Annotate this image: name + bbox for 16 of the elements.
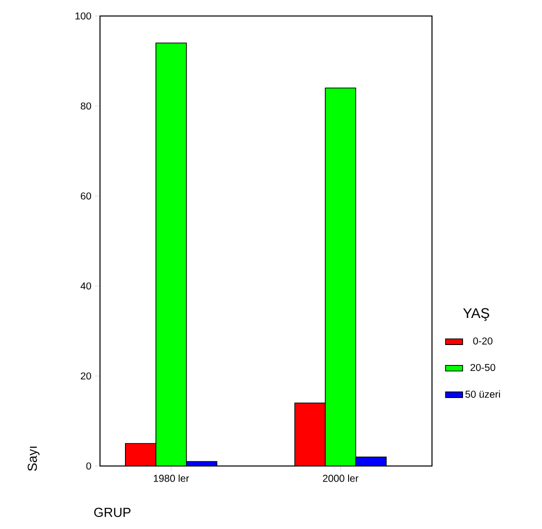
legend-label: 50 üzeri: [465, 390, 500, 398]
legend-title: YAŞ: [463, 308, 490, 321]
y-tick-label: 80: [80, 102, 92, 110]
y-tick-label: 100: [76, 12, 92, 20]
x-tick-label: 2000 ler: [322, 474, 358, 482]
legend-label: 0-20: [473, 337, 492, 345]
y-tick-label: 40: [80, 282, 92, 290]
y-tick-label: 20: [80, 372, 92, 380]
y-tick-label: 0: [86, 462, 92, 470]
x-axis-title: GRUP: [94, 508, 130, 517]
x-tick-label: 1980 ler: [154, 474, 190, 482]
bar: [324, 88, 356, 466]
y-axis-title: Sayı: [28, 446, 40, 471]
bar: [155, 42, 187, 466]
legend-label: 20-50: [470, 364, 496, 372]
y-tick-label: 60: [80, 192, 92, 200]
